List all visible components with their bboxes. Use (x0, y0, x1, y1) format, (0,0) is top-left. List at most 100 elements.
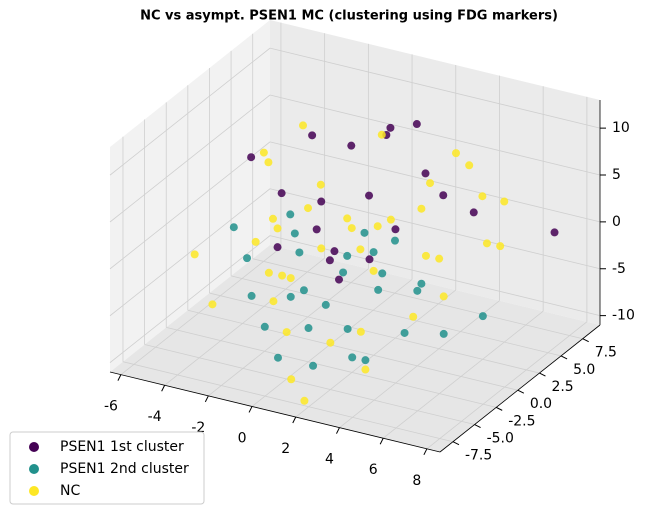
point (312, 225, 321, 234)
legend-label: NC (60, 483, 80, 499)
grid-line (120, 247, 282, 375)
point (500, 197, 509, 206)
x-tick-label: 8 (412, 473, 421, 489)
y-tick (560, 355, 568, 360)
point (496, 242, 505, 251)
z-tick-label: 0 (612, 214, 621, 230)
point (482, 239, 491, 248)
grid-line (230, 275, 562, 357)
point (413, 286, 422, 295)
x-tick-label: 0 (238, 430, 247, 446)
point (229, 223, 238, 232)
point (435, 254, 444, 263)
legend-marker (29, 464, 39, 474)
point (360, 228, 369, 237)
point (278, 271, 287, 280)
point (369, 248, 378, 257)
y-tick (517, 389, 525, 394)
y-tick-label: -5.0 (487, 431, 514, 447)
grid-line (269, 94, 601, 176)
grid-line (166, 326, 497, 408)
point (373, 222, 382, 231)
legend-box (9, 431, 205, 505)
point (251, 237, 260, 246)
point (386, 123, 395, 132)
point (343, 324, 352, 333)
grid-line (144, 344, 475, 425)
point (309, 361, 318, 370)
grid-line (109, 141, 271, 270)
axis-line (439, 324, 601, 453)
point (273, 353, 282, 362)
point (317, 244, 326, 253)
point (290, 229, 299, 238)
y-tick (452, 441, 460, 446)
point (264, 158, 273, 167)
x-tick-label: -4 (148, 409, 162, 425)
point (374, 285, 383, 294)
z-tick-label: -5 (612, 261, 626, 277)
point (260, 322, 269, 331)
point (400, 328, 409, 337)
point (478, 192, 487, 201)
y-tick (582, 338, 589, 343)
point (356, 327, 365, 336)
point (390, 236, 399, 245)
point (295, 248, 304, 257)
point (299, 286, 308, 295)
legend: PSEN1 1st cluster PSEN1 2nd cluster NC (9, 431, 205, 505)
point (369, 266, 378, 275)
point (439, 292, 448, 301)
point (465, 161, 474, 170)
y-tick-label: 7.5 (595, 345, 617, 361)
point (347, 141, 356, 150)
y-tick-label: 5.0 (573, 362, 595, 378)
x-tick (248, 406, 253, 413)
y-tick-label: -7.5 (465, 448, 492, 464)
point (300, 396, 309, 405)
point (550, 228, 559, 237)
point (264, 268, 273, 277)
point (304, 324, 313, 333)
point (321, 300, 330, 309)
point (365, 191, 374, 200)
point (325, 256, 334, 265)
point (377, 130, 386, 139)
point (417, 204, 426, 213)
pane-floor (110, 245, 600, 452)
point (304, 204, 313, 213)
point (330, 247, 339, 256)
x-tick (423, 448, 428, 456)
point (282, 328, 291, 337)
chart-title: NC vs asympt. PSEN1 MC (clustering using… (140, 9, 558, 24)
point (343, 251, 352, 260)
point (426, 179, 435, 188)
legend-marker (29, 442, 39, 452)
point (386, 215, 395, 224)
point (439, 191, 448, 200)
y-tick (474, 424, 481, 428)
grid-line (339, 300, 500, 428)
point (412, 120, 421, 129)
point (286, 210, 295, 219)
point (343, 214, 352, 223)
point (316, 180, 325, 189)
x-tick-label: 2 (281, 441, 290, 457)
legend-label: PSEN1 1st cluster (60, 439, 184, 455)
point (391, 225, 400, 234)
point (356, 245, 365, 254)
grid-line (109, 47, 271, 176)
grid-line (187, 309, 518, 391)
y-tick-label: 2.5 (551, 379, 573, 395)
point (361, 365, 370, 374)
point (409, 312, 418, 321)
point (247, 153, 256, 162)
grid-line (382, 310, 544, 439)
point (365, 255, 374, 264)
point (361, 356, 370, 365)
grid-line (269, 47, 601, 129)
point (421, 251, 430, 260)
x-tick-label: 4 (325, 452, 334, 468)
point (287, 375, 296, 384)
